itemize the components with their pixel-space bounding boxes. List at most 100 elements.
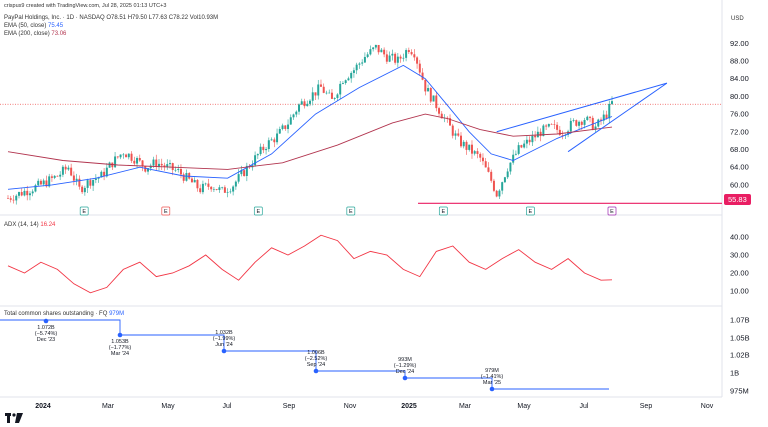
candle-body <box>127 153 130 158</box>
candle-body <box>534 135 537 138</box>
price-tick-label: 84.00 <box>730 74 749 83</box>
candle-body <box>311 92 314 101</box>
candle-body <box>394 53 397 63</box>
candle-body <box>350 72 353 79</box>
currency-label: USD <box>731 16 744 22</box>
candle-body <box>223 187 226 193</box>
candle-body <box>116 156 119 158</box>
candle-body <box>523 143 526 148</box>
candle-body <box>391 53 394 56</box>
time-tick-label: May <box>161 403 175 410</box>
candle-body <box>267 140 270 150</box>
candle-body <box>517 145 520 154</box>
candle-body <box>56 175 59 177</box>
candle-body <box>83 187 86 193</box>
shares-period-label: Dec '24 <box>396 369 414 375</box>
time-tick-label: Mar <box>459 403 472 410</box>
adx-pane[interactable] <box>7 234 613 294</box>
candle-body <box>333 97 336 99</box>
candle-body <box>50 176 53 178</box>
adx-legend[interactable]: ADX (14, 14) 16.24 <box>4 222 55 228</box>
candle-body <box>374 44 377 48</box>
earnings-marker <box>438 206 448 216</box>
time-tick-label: May <box>517 403 531 410</box>
candle-body <box>344 80 347 84</box>
candle-body <box>465 141 468 150</box>
candle-body <box>528 139 531 143</box>
shares-value-label: 1.006B <box>307 350 325 356</box>
candle-body <box>539 131 542 137</box>
candle-body <box>514 153 517 155</box>
candle-body <box>407 50 410 53</box>
candle-body <box>347 78 350 81</box>
candle-body <box>319 84 322 87</box>
candle-body <box>61 166 64 175</box>
candle-body <box>171 163 174 171</box>
shares-period-label: Mar '24 <box>111 351 129 357</box>
shares-change-label: (−5.74%) <box>35 331 58 337</box>
candle-body <box>245 165 248 176</box>
shares-change-label: (−1.99%) <box>213 336 236 342</box>
tradingview-logo-icon <box>5 413 23 423</box>
price-tick-label: 68.00 <box>730 145 749 154</box>
candle-body <box>262 146 265 151</box>
candle-body <box>424 79 427 92</box>
earnings-marker-label: E <box>610 209 614 215</box>
candle-body <box>372 47 375 50</box>
shares-change-label: (−1.29%) <box>394 363 417 369</box>
candle-body <box>89 180 92 186</box>
time-tick-label: Mar <box>102 403 115 410</box>
candle-body <box>152 159 155 166</box>
earnings-marker <box>253 206 263 216</box>
candle-body <box>547 124 550 127</box>
shares-point <box>43 318 49 324</box>
shares-pane[interactable]: 1.072B(−5.74%)Dec '23 1.053B(−1.77%)Mar '… <box>0 318 609 392</box>
candle-body <box>221 187 224 188</box>
ema50-legend[interactable]: EMA (50, close) 75.45 <box>4 23 63 29</box>
candle-body <box>355 64 358 71</box>
shares-legend[interactable]: Total common shares outstanding · FQ 979… <box>4 311 124 317</box>
candle-body <box>259 146 262 155</box>
ohlc-values: O78.51 H79.50 L77.63 C78.22 Vol10.93M <box>106 15 219 21</box>
candle-body <box>531 135 534 143</box>
candle-body <box>114 156 117 168</box>
candle-body <box>435 95 438 109</box>
candle-body <box>133 160 136 164</box>
candle-body <box>330 92 333 99</box>
candle-body <box>204 183 207 185</box>
candle-body <box>284 125 287 129</box>
candle-body <box>276 133 279 143</box>
candle-body <box>141 160 144 167</box>
candle-body <box>273 139 276 143</box>
candle-body <box>380 49 383 53</box>
candle-body <box>602 114 605 121</box>
shares-tick-label: 1.02B <box>730 351 750 360</box>
candle-body <box>495 190 498 197</box>
candle-body <box>174 169 177 171</box>
candle-body <box>578 121 581 126</box>
candle-body <box>550 124 553 125</box>
candle-body <box>589 116 592 118</box>
candle-body <box>383 49 386 55</box>
candle-body <box>155 159 158 167</box>
candle-body <box>295 111 298 115</box>
ema200-legend[interactable]: EMA (200, close) 73.06 <box>4 31 66 37</box>
candle-body <box>64 166 67 170</box>
time-tick-label: 2024 <box>35 403 51 410</box>
candle-body <box>265 149 268 151</box>
price-tick-label: 72.00 <box>730 127 749 136</box>
adx-tick-label: 40.00 <box>730 233 749 242</box>
candle-body <box>212 189 215 190</box>
symbol-name: PayPal Holdings, Inc. · 1D · NASDAQ <box>4 15 105 21</box>
candle-body <box>449 118 452 126</box>
adx-label: ADX (14, 14) <box>4 222 39 228</box>
candle-body <box>396 56 399 63</box>
candle-body <box>306 103 309 107</box>
candle-body <box>147 168 150 172</box>
candle-body <box>78 178 81 187</box>
ema200-line <box>7 113 613 170</box>
candle-body <box>556 124 559 130</box>
candle-body <box>451 125 454 136</box>
